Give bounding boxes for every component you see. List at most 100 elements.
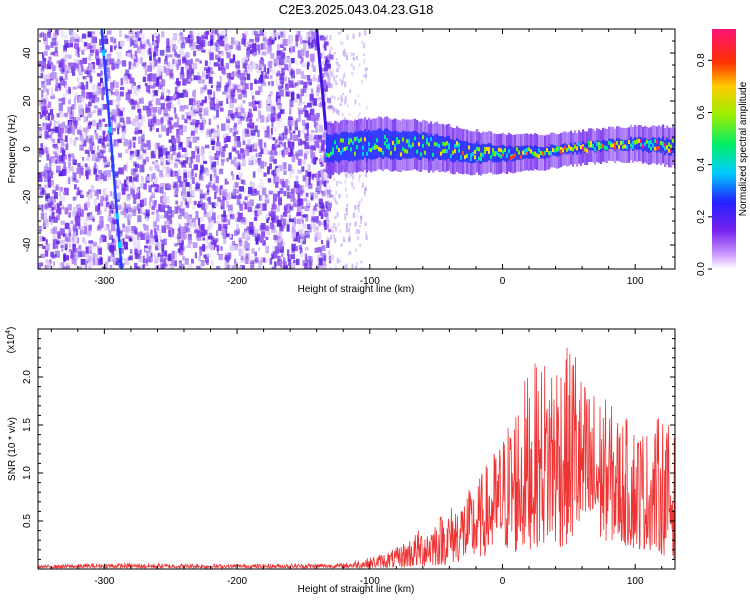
heatmap-cell <box>278 63 283 68</box>
heatmap-cell <box>134 229 138 235</box>
heatmap-cell <box>312 66 316 72</box>
heatmap-cell <box>72 196 76 201</box>
heatmap-cell <box>69 243 72 248</box>
heatmap-cell <box>140 144 144 152</box>
heatmap-cell <box>214 47 219 51</box>
heatmap-cell <box>42 237 46 242</box>
heatmap-cell <box>181 194 187 200</box>
heatmap-cell <box>107 66 110 73</box>
heatmap-cell <box>292 203 297 207</box>
heatmap-cell <box>550 144 553 156</box>
heatmap-cell <box>338 64 341 69</box>
heatmap-cell <box>308 134 313 142</box>
heatmap-cell <box>325 184 328 192</box>
heatmap-cell <box>132 208 137 217</box>
heatmap-hotspot <box>592 144 595 148</box>
heatmap-cell <box>320 155 326 163</box>
heatmap-cell <box>262 126 266 132</box>
heatmap-cell <box>258 260 263 268</box>
heatmap-cell <box>260 71 264 78</box>
heatmap-cell <box>324 41 329 46</box>
heatmap-cell <box>168 169 171 178</box>
heatmap-cell <box>131 226 136 234</box>
heatmap-hotspot <box>430 137 433 142</box>
heatmap-cell <box>290 188 295 195</box>
heatmap-cell <box>345 212 348 216</box>
heatmap-cell <box>255 90 261 95</box>
heatmap-cell <box>87 255 92 264</box>
heatmap-cell <box>68 54 72 59</box>
heatmap-cell <box>363 192 366 197</box>
heatmap-cell <box>216 85 221 92</box>
heatmap-cell <box>261 147 266 155</box>
heatmap-hotspot <box>416 149 419 154</box>
heatmap-cell <box>604 140 607 151</box>
heatmap-cell <box>300 80 304 85</box>
heatmap-cell <box>277 144 281 148</box>
heatmap-cell <box>320 173 324 179</box>
heatmap-cell <box>99 149 103 153</box>
heatmap-cell <box>265 225 269 231</box>
heatmap-cell <box>258 165 262 173</box>
heatmap-cell <box>158 57 161 62</box>
heatmap-cell <box>192 190 196 197</box>
heatmap-cell <box>278 232 282 238</box>
heatmap-cell <box>158 235 162 240</box>
heatmap-cell <box>187 238 191 244</box>
heatmap-cell <box>55 84 59 92</box>
heatmap-cell <box>231 83 236 89</box>
heatmap-hotspot <box>656 139 659 144</box>
heatmap-cell <box>147 145 151 151</box>
heatmap-cell <box>311 157 314 164</box>
heatmap-cell <box>528 146 531 159</box>
heatmap-cell <box>249 199 254 207</box>
heatmap-cell <box>179 106 185 112</box>
heatmap-cell <box>307 145 313 149</box>
heatmap-cell <box>93 241 97 247</box>
heatmap-cell <box>185 61 188 66</box>
heatmap-cell <box>213 91 216 100</box>
heatmap-cell <box>312 114 316 122</box>
heatmap-cell <box>197 72 200 77</box>
heatmap-cell <box>111 63 115 71</box>
heatmap-cell <box>273 176 276 184</box>
snr-y-ticks: 0.51.01.52.0 <box>22 338 675 560</box>
heatmap-cell <box>286 185 290 191</box>
heatmap-cell <box>54 30 59 35</box>
heatmap-cell <box>94 260 99 266</box>
heatmap-cell <box>360 130 363 160</box>
heatmap-cell <box>161 244 165 252</box>
heatmap-hotspot <box>348 140 351 145</box>
heatmap-cell <box>109 58 115 65</box>
heatmap-cell <box>277 242 283 250</box>
heatmap-cell <box>183 212 186 218</box>
heatmap-cell <box>162 164 166 171</box>
heatmap-cell <box>148 81 152 85</box>
heatmap-cell <box>164 255 170 261</box>
heatmap-streak <box>315 29 328 130</box>
heatmap-cell <box>40 114 44 118</box>
heatmap-cell <box>258 139 263 146</box>
heatmap-cell <box>50 251 54 258</box>
heatmap-cell <box>72 128 75 136</box>
heatmap-cell <box>67 106 71 113</box>
heatmap-cell <box>195 183 201 189</box>
heatmap-cell <box>165 204 170 209</box>
heatmap-cell <box>224 144 228 148</box>
heatmap-cell <box>62 191 65 196</box>
heatmap-cell <box>82 138 87 147</box>
heatmap-cell <box>110 45 113 52</box>
heatmap-cell <box>275 78 281 86</box>
heatmap-hotspot <box>588 143 591 148</box>
heatmap-cell <box>289 47 292 53</box>
heatmap-cell <box>222 234 227 239</box>
heatmap-cell <box>183 172 187 179</box>
heatmap-cell <box>96 122 99 130</box>
heatmap-cell <box>136 266 140 269</box>
heatmap-cell <box>269 179 273 183</box>
heatmap-cell <box>325 56 329 63</box>
heatmap-cell <box>350 52 353 57</box>
heatmap-cell <box>106 259 110 264</box>
heatmap-cell <box>223 137 227 144</box>
heatmap-cell <box>50 87 54 95</box>
